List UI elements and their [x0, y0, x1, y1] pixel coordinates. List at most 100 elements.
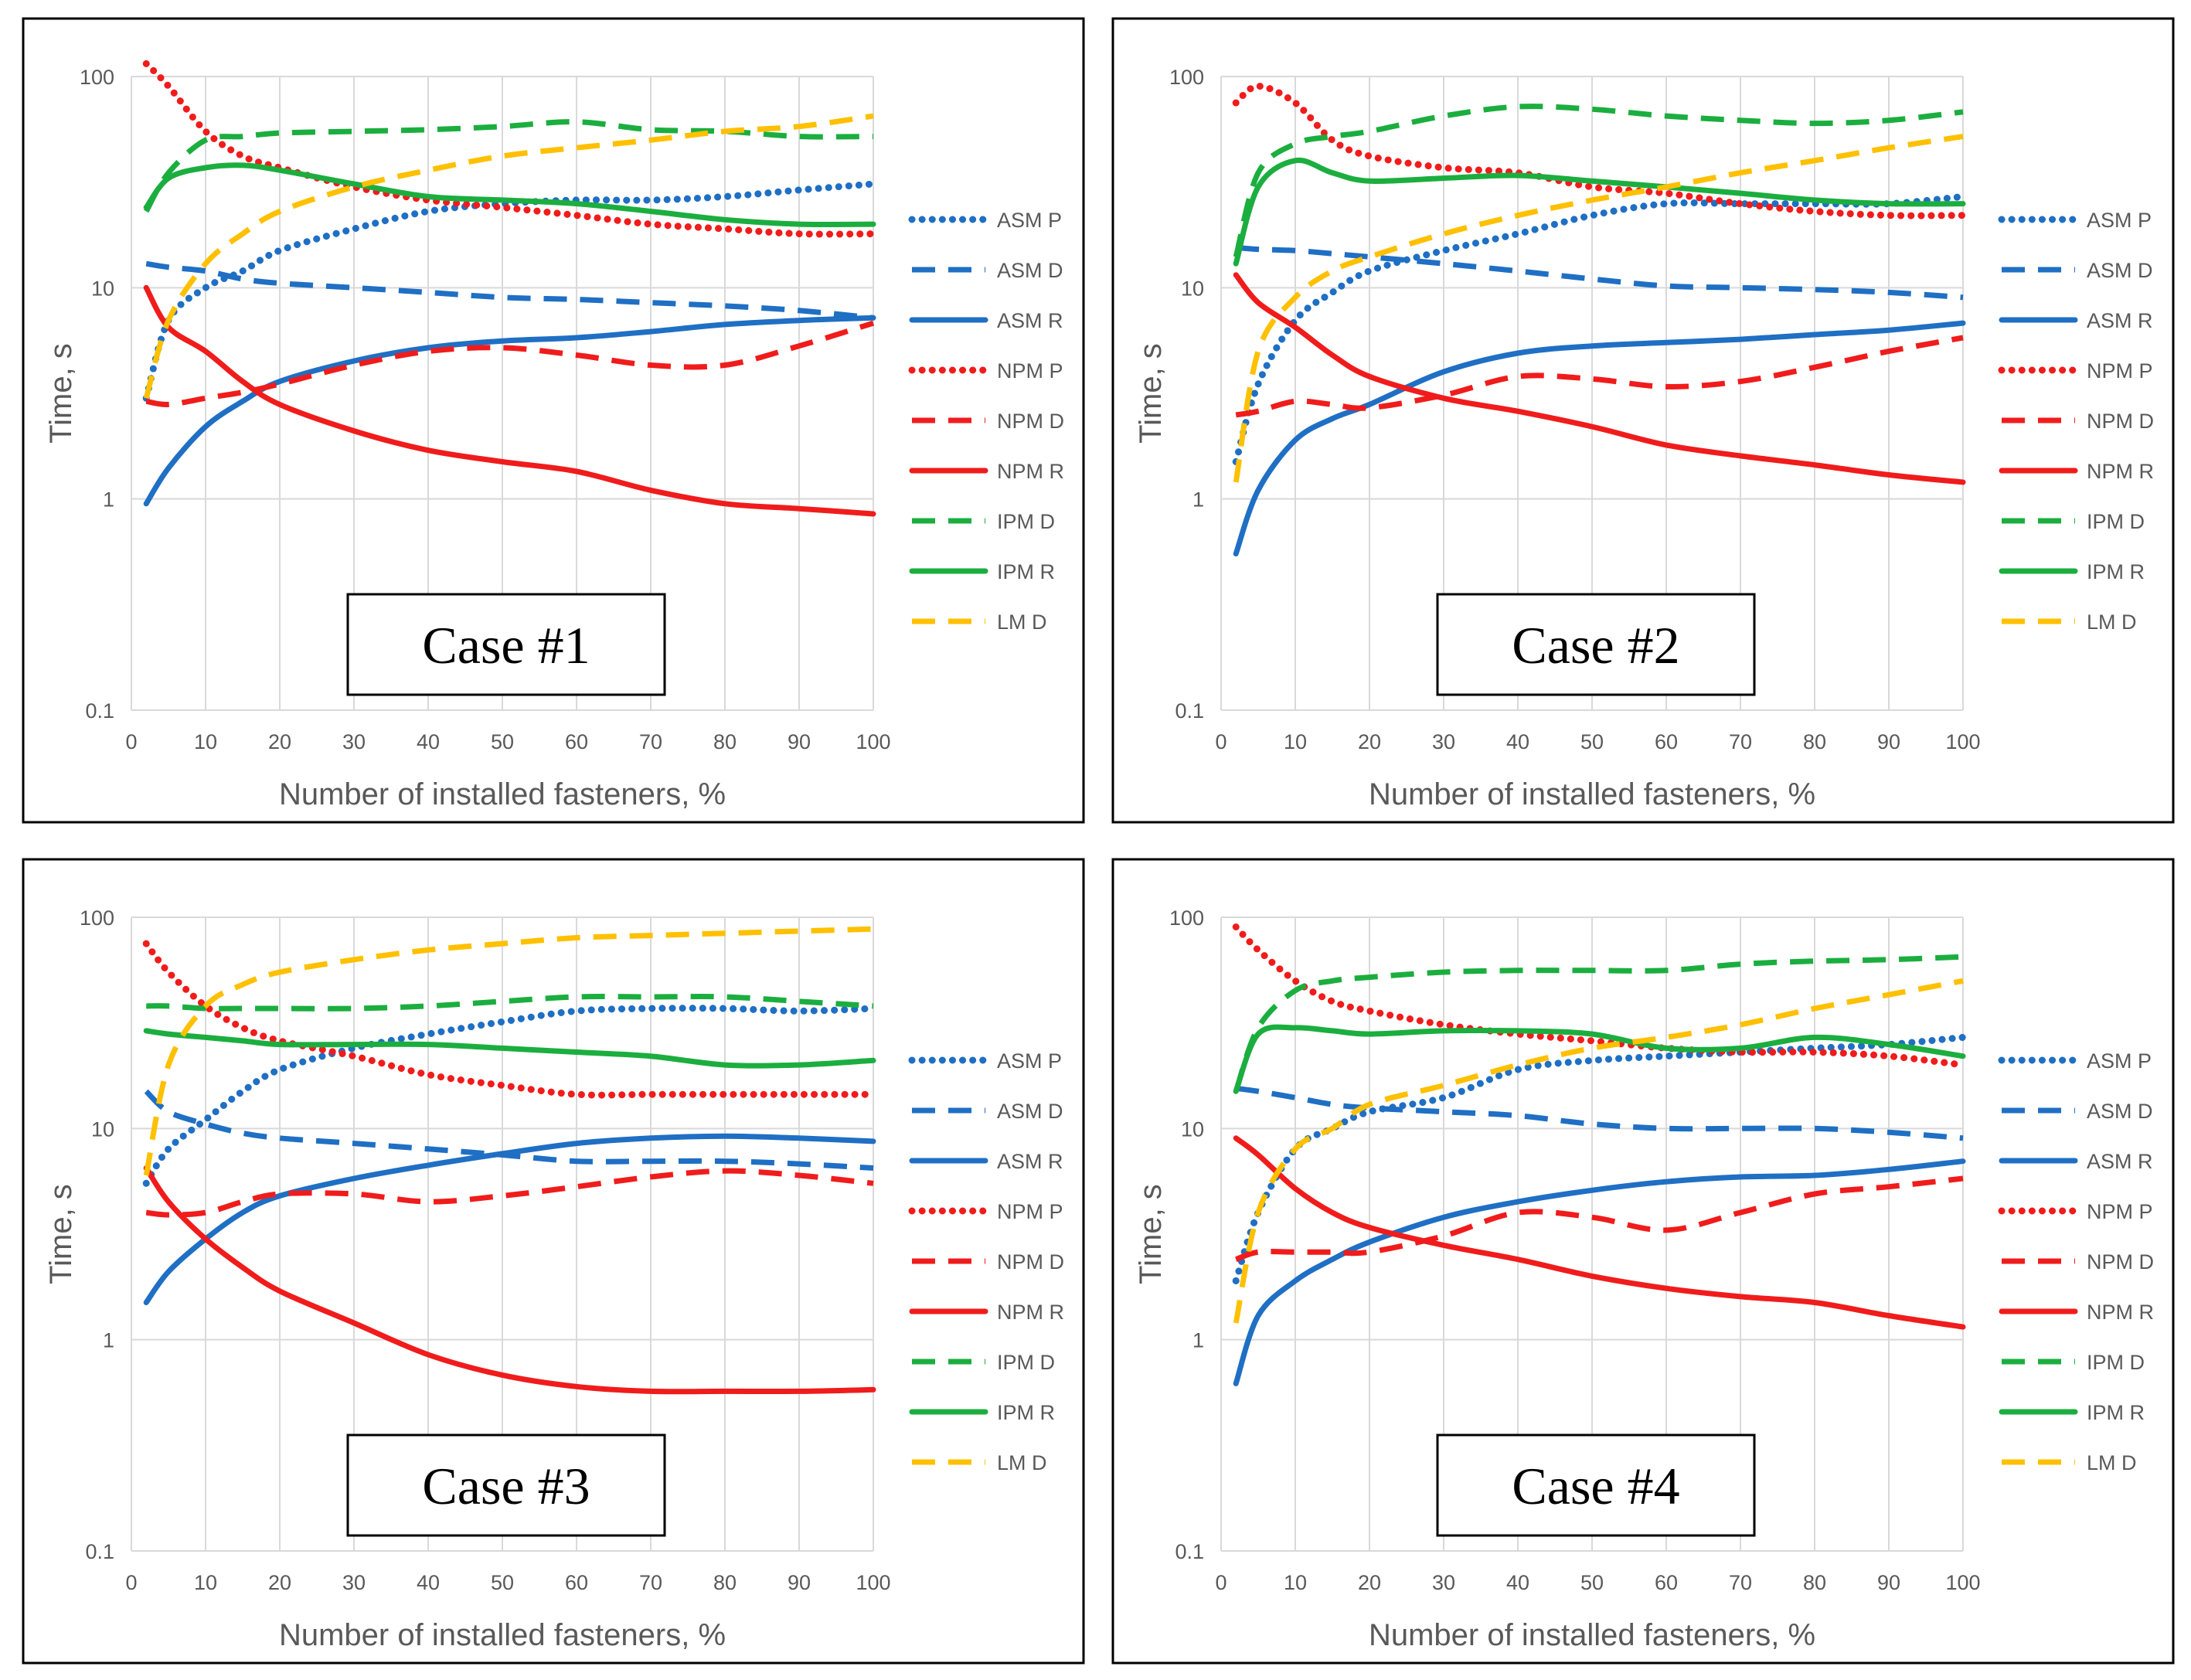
y-tick-label: 1: [1192, 488, 1204, 512]
x-tick-label: 70: [639, 1571, 662, 1594]
x-tick-label: 0: [1215, 1571, 1226, 1594]
series-lines: [1232, 923, 1967, 1386]
x-axis-title: Number of installed fasteners, %: [1369, 1618, 1815, 1652]
x-tick-label: 10: [194, 730, 217, 753]
legend-label: LM D: [2087, 1451, 2137, 1474]
x-tick-label: 0: [125, 730, 137, 753]
x-tick-label: 20: [268, 1571, 291, 1594]
series-line-ipm-d: [1233, 954, 1964, 1093]
y-tick-label: 1: [103, 1329, 114, 1352]
y-tick-label: 100: [80, 906, 114, 930]
series-line-asm-r: [1233, 320, 1966, 557]
series-lines: [1232, 83, 1967, 557]
series-line-lm-d: [1233, 134, 1964, 483]
series-line-npm-r: [1233, 1135, 1966, 1330]
series-line-ipm-d: [1233, 104, 1964, 258]
series-line-asm-r: [1233, 1158, 1966, 1386]
y-axis-title: Time, s: [44, 1184, 78, 1284]
y-tick-label: 10: [91, 277, 114, 300]
y-tick-label: 0.1: [1175, 1540, 1204, 1563]
x-tick-label: 80: [1803, 1571, 1826, 1594]
x-tick-label: 20: [268, 730, 291, 753]
y-tick-label: 10: [91, 1117, 114, 1141]
legend-label: ASM D: [2087, 1100, 2153, 1123]
legend-label: NPM R: [997, 1301, 1064, 1324]
legend-label: IPM R: [2087, 1401, 2145, 1424]
x-tick-label: 70: [1729, 730, 1752, 753]
series-line-ipm-r: [1233, 157, 1966, 267]
x-tick-label: 50: [491, 1571, 514, 1594]
x-tick-label: 90: [788, 730, 811, 753]
legend-label: NPM D: [2087, 410, 2154, 433]
x-tick-label: 90: [1877, 1571, 1900, 1594]
y-tick-label: 100: [1169, 906, 1204, 930]
series-line-asm-p: [142, 1005, 877, 1187]
y-tick-label: 0.1: [1175, 699, 1204, 723]
x-tick-label: 30: [1432, 1571, 1455, 1594]
legend-label: ASM D: [2087, 259, 2153, 282]
legend-label: ASM P: [2087, 1049, 2152, 1073]
legend-label: IPM D: [997, 1351, 1055, 1374]
legend-label: IPM D: [2087, 1351, 2145, 1374]
legend-label: ASM P: [2087, 209, 2152, 232]
chart-panel-2: 0 10 20 30 40 50 60 70 80 90 100 0.1 1 10 100 Number of…: [1111, 17, 2175, 824]
legend-label: ASM P: [997, 1049, 1062, 1073]
y-tick-label: 0.1: [85, 699, 114, 723]
x-tick-label: 40: [417, 1571, 440, 1594]
series-line-ipm-r: [143, 162, 876, 227]
x-tick-label: 50: [1580, 1571, 1604, 1594]
case-label: Case #3: [422, 1457, 590, 1515]
x-tick-label: 40: [1506, 730, 1529, 753]
x-tick-label: 100: [1945, 730, 1980, 753]
x-tick-label: 80: [713, 730, 737, 753]
x-tick-label: 0: [125, 1571, 137, 1594]
series-line-asm-p: [1232, 1033, 1967, 1284]
series-line-npm-d: [145, 1168, 874, 1218]
legend: ASM P ASM D ASM R NPM P NPM D NPM R IPM D IPM R…: [1998, 209, 2154, 634]
x-axis-title: Number of installed fasteners, %: [279, 777, 726, 811]
legend-label: NPM D: [997, 410, 1064, 433]
y-tick-label: 10: [1181, 277, 1204, 300]
chart-panel-1: 0 10 20 30 40 50 60 70 80 90 100 0.1 1 10 100 Number of…: [22, 17, 1085, 824]
legend-label: NPM D: [2087, 1250, 2154, 1274]
x-tick-label: 40: [1506, 1571, 1529, 1594]
legend-label: ASM D: [997, 1100, 1063, 1123]
x-tick-label: 70: [639, 730, 662, 753]
x-tick-label: 40: [417, 730, 440, 753]
series-line-npm-d: [1235, 335, 1964, 418]
series-line-lm-d: [143, 113, 874, 400]
x-tick-label: 30: [1432, 730, 1455, 753]
case-label-box: [1436, 593, 1756, 696]
legend-label: LM D: [997, 1451, 1047, 1474]
legend-label: NPM R: [997, 460, 1064, 483]
y-tick-label: 1: [1192, 1329, 1204, 1352]
series-line-npm-d: [145, 320, 875, 407]
case-label: Case #2: [1512, 616, 1679, 675]
series-line-asm-p: [142, 180, 877, 402]
case-label: Case #4: [1512, 1457, 1679, 1515]
legend-label: NPM D: [997, 1250, 1064, 1274]
chart-panel-4: 0 10 20 30 40 50 60 70 80 90 100 0.1 1 10 100 Number of…: [1111, 858, 2175, 1665]
x-tick-label: 60: [565, 1571, 588, 1594]
series-line-npm-p: [142, 940, 877, 1099]
x-tick-label: 80: [713, 1571, 737, 1594]
legend-label: NPM R: [2087, 1301, 2154, 1324]
legend-label: LM D: [997, 610, 1047, 634]
legend-label: IPM D: [2087, 510, 2145, 533]
legend-label: ASM R: [997, 309, 1063, 332]
y-tick-label: 100: [1169, 66, 1204, 89]
series-line-ipm-d: [146, 994, 874, 1012]
x-tick-label: 10: [1284, 730, 1307, 753]
series-line-npm-r: [143, 1165, 876, 1395]
series-line-asm-d: [1235, 1085, 1964, 1141]
x-tick-label: 20: [1358, 1571, 1381, 1594]
legend-label: ASM P: [997, 209, 1062, 232]
x-tick-label: 60: [1655, 730, 1678, 753]
series-line-npm-p: [142, 60, 877, 238]
x-tick-label: 0: [1215, 730, 1226, 753]
x-tick-label: 60: [565, 730, 588, 753]
y-axis-title: Time, s: [1134, 343, 1168, 444]
x-tick-label: 60: [1655, 1571, 1678, 1594]
chart-panel-3: 0 10 20 30 40 50 60 70 80 90 100 0.1 1 10 100 Number of…: [22, 858, 1085, 1665]
